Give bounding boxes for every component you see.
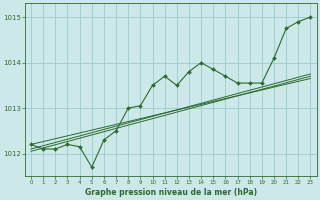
X-axis label: Graphe pression niveau de la mer (hPa): Graphe pression niveau de la mer (hPa) xyxy=(85,188,257,197)
